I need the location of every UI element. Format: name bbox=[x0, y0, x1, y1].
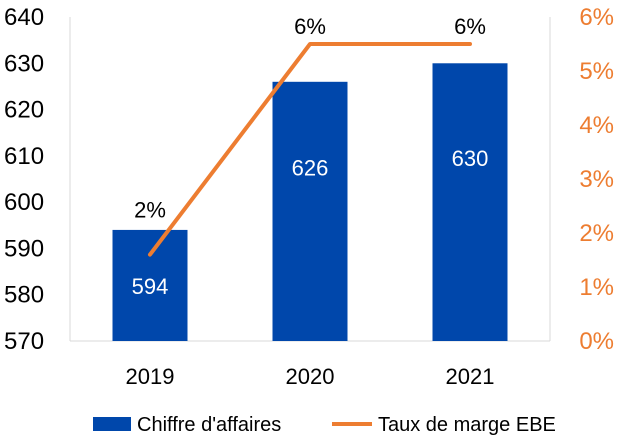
legend: Chiffre d'affaires Taux de marge EBE bbox=[93, 414, 556, 436]
left-axis-tick-label: 590 bbox=[4, 235, 44, 262]
bar bbox=[112, 229, 188, 341]
right-axis-tick-label: 6% bbox=[579, 4, 614, 31]
right-axis-tick-label: 5% bbox=[579, 58, 614, 85]
bar bbox=[432, 63, 508, 342]
right-axis-tick-label: 0% bbox=[579, 328, 614, 355]
left-axis-tick-label: 630 bbox=[4, 50, 44, 77]
bar-data-labels: 594 626 630 bbox=[132, 146, 489, 299]
line-data-label: 2% bbox=[134, 198, 166, 223]
left-axis-tick-label: 610 bbox=[4, 143, 44, 170]
line-data-labels: 2% 6% 6% bbox=[134, 14, 486, 223]
x-axis-ticks: 2019 2020 2021 bbox=[126, 364, 495, 389]
bar-data-label: 594 bbox=[132, 274, 169, 299]
left-axis-tick-label: 640 bbox=[4, 4, 44, 31]
line-data-label: 6% bbox=[294, 14, 326, 39]
left-axis-tick-label: 620 bbox=[4, 97, 44, 124]
line-data-label: 6% bbox=[454, 14, 486, 39]
x-axis-tick-label: 2021 bbox=[446, 364, 495, 389]
left-axis-tick-label: 580 bbox=[4, 282, 44, 309]
bar bbox=[272, 81, 348, 342]
line-series bbox=[148, 42, 472, 257]
x-axis-tick-label: 2019 bbox=[126, 364, 175, 389]
legend-line-label: Taux de marge EBE bbox=[378, 414, 556, 436]
right-axis-tick-label: 4% bbox=[579, 112, 614, 139]
right-axis-tick-label: 2% bbox=[579, 220, 614, 247]
legend-bar-swatch bbox=[93, 417, 131, 431]
bar-data-label: 630 bbox=[452, 146, 489, 171]
legend-bar-label: Chiffre d'affaires bbox=[137, 414, 281, 436]
left-axis-ticks: 570 580 590 600 610 620 630 640 bbox=[4, 4, 44, 355]
left-axis-tick-label: 600 bbox=[4, 189, 44, 216]
right-axis-tick-label: 1% bbox=[579, 274, 614, 301]
left-axis-tick-label: 570 bbox=[4, 328, 44, 355]
x-axis-tick-label: 2020 bbox=[286, 364, 335, 389]
right-axis-tick-label: 3% bbox=[579, 166, 614, 193]
bar-data-label: 626 bbox=[292, 155, 329, 180]
right-axis-ticks: 0% 1% 2% 3% 4% 5% 6% bbox=[579, 4, 614, 355]
bar-series bbox=[112, 63, 508, 342]
